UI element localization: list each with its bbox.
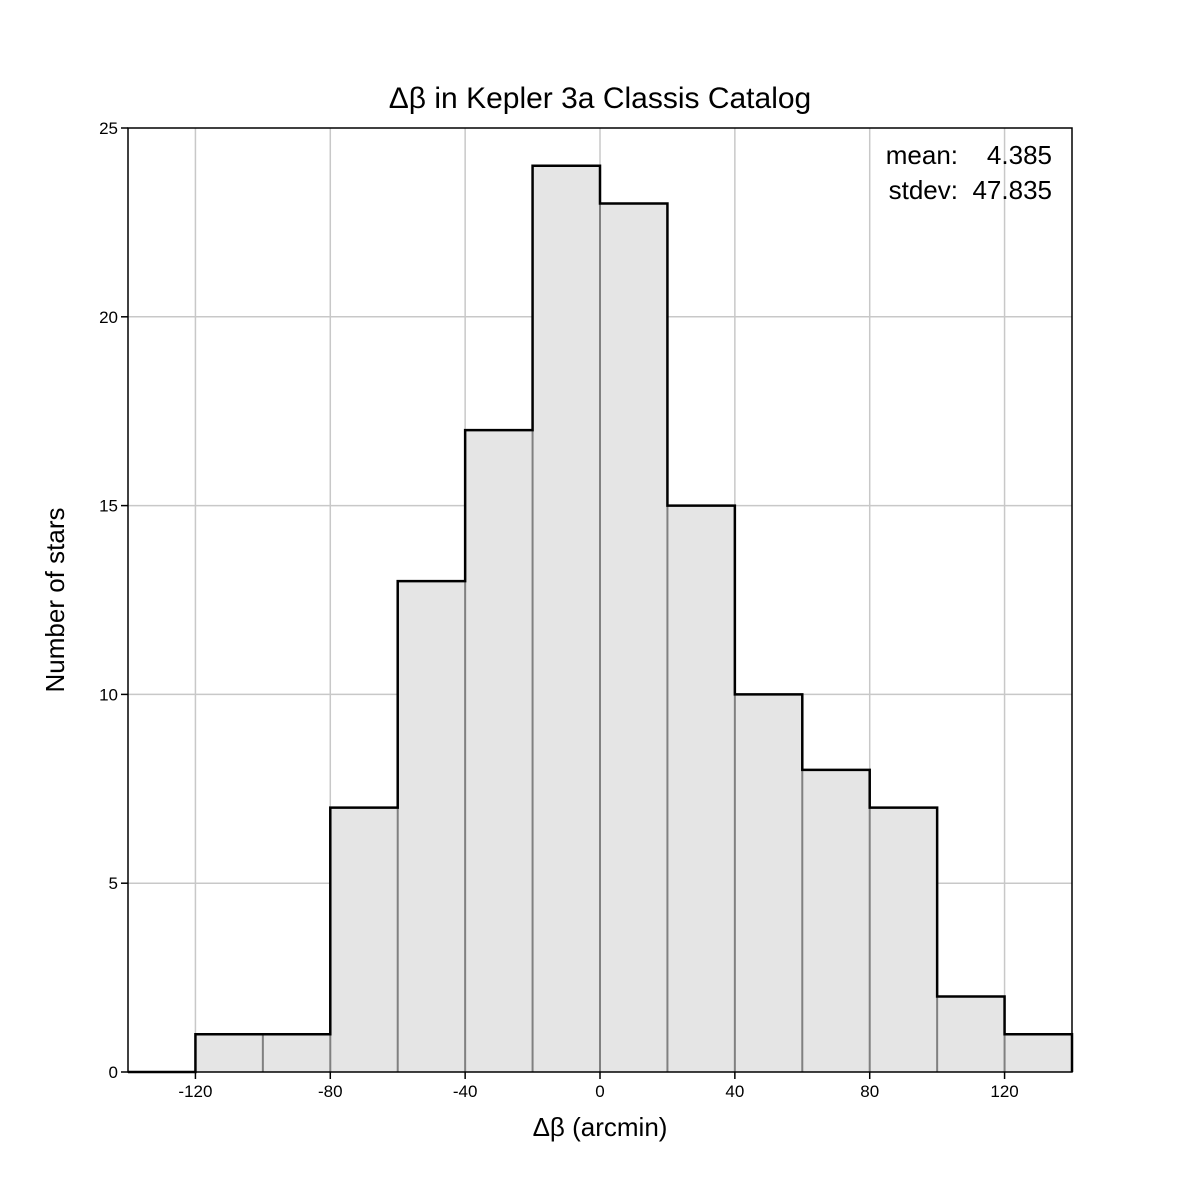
histogram-bar <box>195 1034 263 1072</box>
x-tick-label: -120 <box>178 1082 212 1101</box>
axis-ticks <box>121 127 1006 1079</box>
y-tick-label: 15 <box>99 497 118 516</box>
x-tick-label: -80 <box>318 1082 343 1101</box>
bar-dividers <box>261 203 1006 1072</box>
y-tick-label: 0 <box>109 1063 118 1082</box>
histogram-bar <box>262 1034 331 1072</box>
histogram-bar <box>465 430 533 1073</box>
histogram-bar <box>532 165 600 1072</box>
x-tick-labels: -120 -80 -40 0 40 80 120 <box>178 1082 1018 1101</box>
histogram-bar <box>802 769 870 1072</box>
x-tick-label: -40 <box>453 1082 478 1101</box>
histogram-bar <box>869 807 938 1072</box>
mean-value: 4.385 <box>987 140 1052 170</box>
y-tick-labels: 0 5 10 15 20 25 <box>99 119 118 1082</box>
histogram-bar <box>600 203 668 1072</box>
histogram-bar <box>397 581 466 1072</box>
stats-box: mean: 4.385 stdev: 47.835 <box>886 140 1052 205</box>
histogram-bar <box>667 505 735 1073</box>
histogram-bar <box>937 996 1005 1072</box>
x-axis-label: Δβ (arcmin) <box>533 1112 668 1142</box>
stdev-label: stdev: <box>889 175 958 205</box>
histogram-bar <box>1004 1034 1072 1072</box>
mean-label: mean: <box>886 140 958 170</box>
y-tick-label: 5 <box>109 874 118 893</box>
x-tick-label: 40 <box>725 1082 744 1101</box>
histogram-bar <box>734 694 803 1072</box>
chart-title: Δβ in Kepler 3a Classis Catalog <box>389 82 812 115</box>
y-axis-label: Number of stars <box>40 508 70 693</box>
histogram-bars <box>195 165 1072 1073</box>
y-tick-label: 20 <box>99 308 118 327</box>
x-tick-label: 0 <box>595 1082 604 1101</box>
x-tick-label: 80 <box>860 1082 879 1101</box>
histogram-bar <box>330 807 398 1072</box>
histogram-outline <box>128 164 1074 1074</box>
y-tick-label: 10 <box>99 685 118 704</box>
stdev-value: 47.835 <box>972 175 1052 205</box>
x-tick-label: 120 <box>990 1082 1018 1101</box>
y-tick-label: 25 <box>99 119 118 138</box>
